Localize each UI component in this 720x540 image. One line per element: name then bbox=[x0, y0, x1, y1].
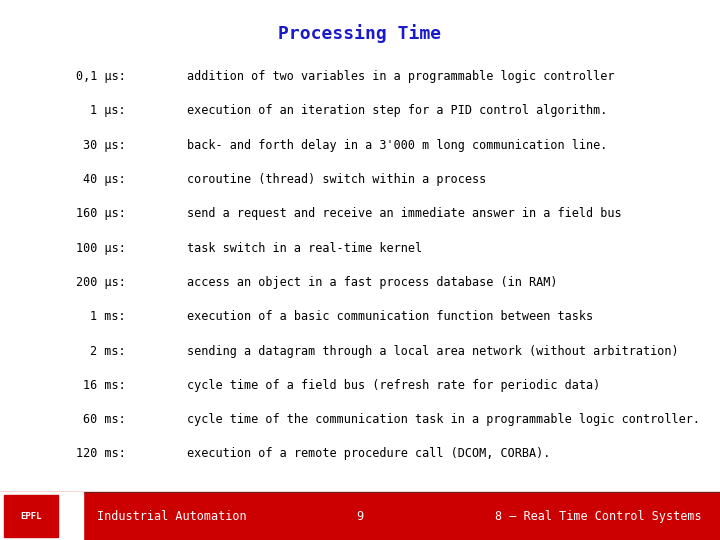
Text: 9: 9 bbox=[356, 510, 364, 523]
Text: execution of a basic communication function between tasks: execution of a basic communication funct… bbox=[187, 310, 593, 323]
Text: Industrial Automation: Industrial Automation bbox=[97, 510, 247, 523]
Text: 100 μs:: 100 μs: bbox=[76, 241, 126, 255]
Text: cycle time of the communication task in a programmable logic controller.: cycle time of the communication task in … bbox=[187, 413, 701, 426]
Text: 1 ms:: 1 ms: bbox=[91, 310, 126, 323]
Text: 200 μs:: 200 μs: bbox=[76, 276, 126, 289]
Text: coroutine (thread) switch within a process: coroutine (thread) switch within a proce… bbox=[187, 173, 487, 186]
Text: 30 μs:: 30 μs: bbox=[84, 139, 126, 152]
Text: Processing Time: Processing Time bbox=[279, 24, 441, 43]
Text: 1 μs:: 1 μs: bbox=[91, 105, 126, 118]
Text: execution of a remote procedure call (DCOM, CORBA).: execution of a remote procedure call (DC… bbox=[187, 447, 551, 461]
Text: 60 ms:: 60 ms: bbox=[84, 413, 126, 426]
Text: task switch in a real-time kernel: task switch in a real-time kernel bbox=[187, 241, 423, 255]
Text: send a request and receive an immediate answer in a field bus: send a request and receive an immediate … bbox=[187, 207, 622, 220]
Text: addition of two variables in a programmable logic controller: addition of two variables in a programma… bbox=[187, 70, 615, 83]
Text: access an object in a fast process database (in RAM): access an object in a fast process datab… bbox=[187, 276, 558, 289]
Text: execution of an iteration step for a PID control algorithm.: execution of an iteration step for a PID… bbox=[187, 105, 608, 118]
Text: 16 ms:: 16 ms: bbox=[84, 379, 126, 392]
Text: sending a datagram through a local area network (without arbitration): sending a datagram through a local area … bbox=[187, 345, 679, 357]
Text: 160 μs:: 160 μs: bbox=[76, 207, 126, 220]
Text: back- and forth delay in a 3'000 m long communication line.: back- and forth delay in a 3'000 m long … bbox=[187, 139, 608, 152]
Text: cycle time of a field bus (refresh rate for periodic data): cycle time of a field bus (refresh rate … bbox=[187, 379, 600, 392]
Text: 8 – Real Time Control Systems: 8 – Real Time Control Systems bbox=[495, 510, 702, 523]
Text: 40 μs:: 40 μs: bbox=[84, 173, 126, 186]
Text: 0,1 μs:: 0,1 μs: bbox=[76, 70, 126, 83]
Text: 2 ms:: 2 ms: bbox=[91, 345, 126, 357]
Bar bbox=[0, 492, 83, 540]
Bar bbox=[0, 492, 720, 540]
Text: 120 ms:: 120 ms: bbox=[76, 447, 126, 461]
Bar bbox=[4, 495, 58, 537]
Text: EPFL: EPFL bbox=[20, 512, 41, 521]
